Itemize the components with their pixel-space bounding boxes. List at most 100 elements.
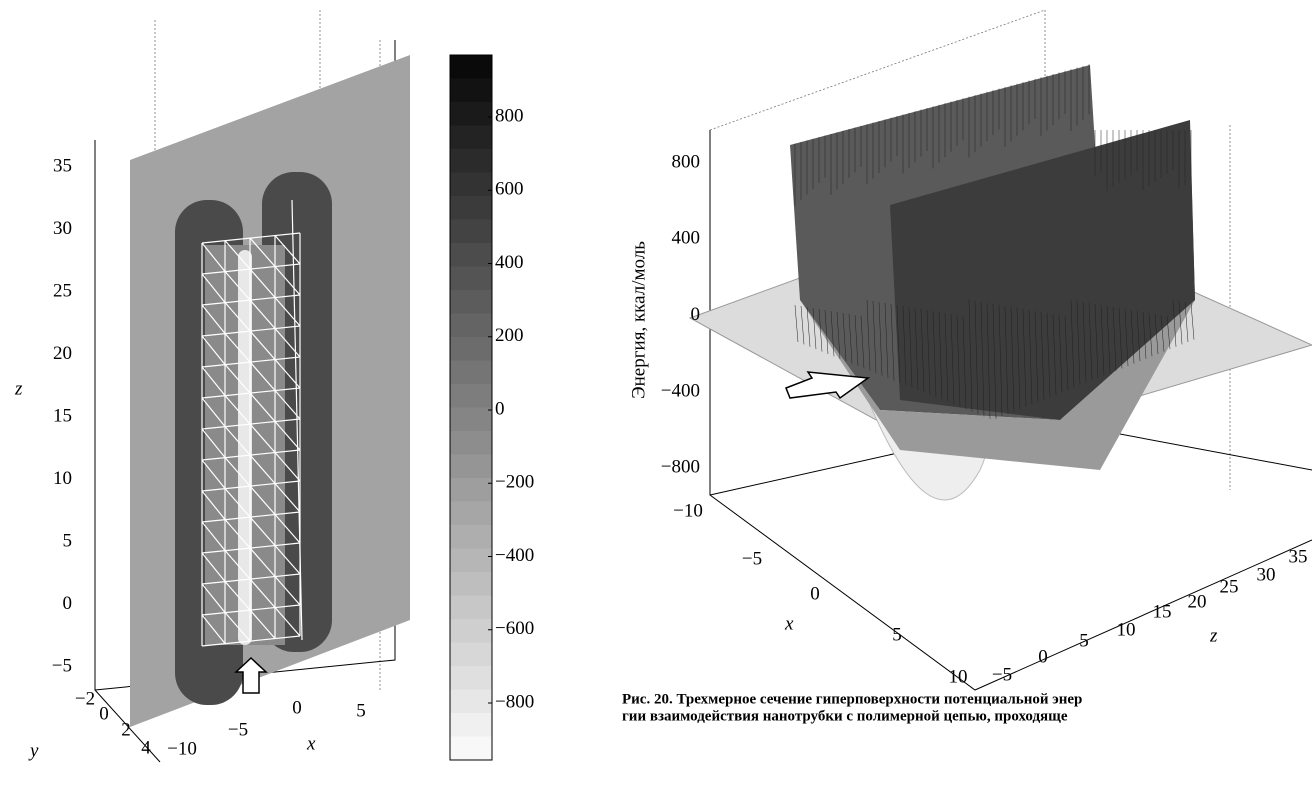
mesh-line — [1190, 302, 1195, 340]
mesh-line — [1124, 308, 1129, 367]
bond — [224, 581, 251, 611]
mesh-line — [980, 301, 985, 417]
color-band — [450, 102, 492, 126]
color-band — [450, 431, 492, 455]
x-tick-label: −10 — [167, 738, 197, 759]
mesh-line — [938, 311, 943, 400]
bond — [201, 511, 301, 523]
mesh-line — [1052, 313, 1057, 395]
mesh-line — [1160, 314, 1165, 352]
bond — [274, 514, 301, 544]
bond — [201, 294, 301, 306]
bond — [201, 397, 226, 427]
mesh-line — [1046, 312, 1051, 398]
bond — [201, 480, 301, 492]
nanotube-lattice — [201, 199, 303, 647]
bond — [201, 573, 301, 585]
mesh-line — [854, 314, 859, 367]
bond — [274, 297, 301, 327]
z-tick-label: 15 — [53, 405, 72, 426]
color-band — [450, 313, 492, 338]
mesh-line — [968, 299, 973, 412]
bond — [201, 428, 226, 458]
color-band — [450, 290, 492, 314]
mesh-line — [818, 308, 823, 352]
y-tick-label: 0 — [99, 703, 109, 724]
z-tick-label: −5 — [992, 664, 1012, 685]
bond — [249, 547, 276, 577]
colorbar-tick-label: 600 — [495, 179, 524, 200]
z-tick-label: −5 — [52, 655, 72, 676]
energy-label: Энергия, ккал/моль — [628, 241, 649, 399]
colorbar-tick-label: −200 — [495, 472, 534, 493]
mesh-line — [1082, 301, 1087, 383]
bond — [291, 199, 303, 641]
color-band — [450, 689, 492, 714]
z-tick-label: 30 — [1257, 564, 1276, 585]
color-band — [450, 478, 492, 502]
energy-tick-label: 400 — [672, 228, 701, 249]
energy-tick-label: −800 — [661, 457, 700, 478]
bond — [224, 426, 251, 456]
y-tick-label: 2 — [121, 719, 131, 740]
mesh-line — [878, 301, 883, 376]
bond — [201, 356, 301, 368]
mesh-line — [932, 310, 937, 398]
mesh-line — [1148, 312, 1153, 357]
bond — [274, 452, 301, 482]
mesh-line — [986, 302, 991, 419]
colorbar-tick-label: −400 — [495, 545, 534, 566]
mesh-line — [1130, 309, 1135, 364]
mesh-line — [1034, 310, 1039, 403]
mesh-line — [806, 306, 811, 347]
x-tick-label: −5 — [228, 719, 248, 740]
z-tick-label: 35 — [53, 155, 72, 176]
bond — [249, 454, 276, 484]
mesh-line — [902, 305, 907, 386]
z-tick-label: 25 — [1220, 576, 1239, 597]
colorbar-frame — [449, 54, 493, 761]
color-band — [450, 407, 492, 432]
mesh-line — [1142, 311, 1147, 359]
x-tick-label: 5 — [892, 624, 902, 645]
colorbar-tick-label: −600 — [495, 618, 534, 639]
mesh-line — [842, 312, 847, 362]
mesh-line — [1004, 305, 1009, 415]
bond — [201, 552, 226, 582]
bond — [249, 609, 276, 639]
bond — [224, 550, 251, 580]
colorbar-tick-label: 400 — [495, 252, 524, 273]
z-tick-label: 30 — [53, 218, 72, 239]
x-tick-label: −10 — [673, 500, 703, 521]
color-band — [450, 337, 492, 361]
energy-tick-label: −400 — [661, 380, 700, 401]
mesh-line — [1040, 311, 1045, 400]
bond — [224, 364, 251, 394]
colorbar-tick-label: −800 — [495, 691, 534, 712]
mesh-line — [848, 313, 853, 364]
right-plot — [688, 9, 1312, 691]
x-tick-label: −5 — [742, 548, 762, 569]
colorbar-tick-label: 0 — [495, 398, 505, 419]
bond — [201, 325, 301, 337]
bond — [249, 516, 276, 546]
bond — [224, 488, 251, 518]
mesh-line — [962, 315, 967, 410]
color-band — [450, 572, 492, 596]
bond — [274, 576, 301, 606]
mesh-line — [926, 309, 931, 395]
colorbar: 800 600 400 200 0 −200 −400 −600 −800 — [449, 54, 534, 761]
z-tick-label: 0 — [1038, 646, 1048, 667]
colorbar-tick-label: 800 — [495, 105, 524, 126]
bond — [274, 421, 301, 451]
caption-line: Рис. 20. Трехмерное сечение гиперповерхн… — [622, 691, 1082, 707]
mesh-line — [1070, 299, 1075, 388]
mesh-line — [890, 303, 895, 381]
z-label: z — [14, 378, 23, 399]
mesh-line — [866, 299, 871, 371]
colorbar-tick-label: 200 — [495, 325, 524, 346]
mesh-line — [812, 307, 817, 350]
color-band — [450, 736, 492, 761]
mesh-line — [1022, 308, 1027, 407]
bond — [274, 607, 301, 637]
